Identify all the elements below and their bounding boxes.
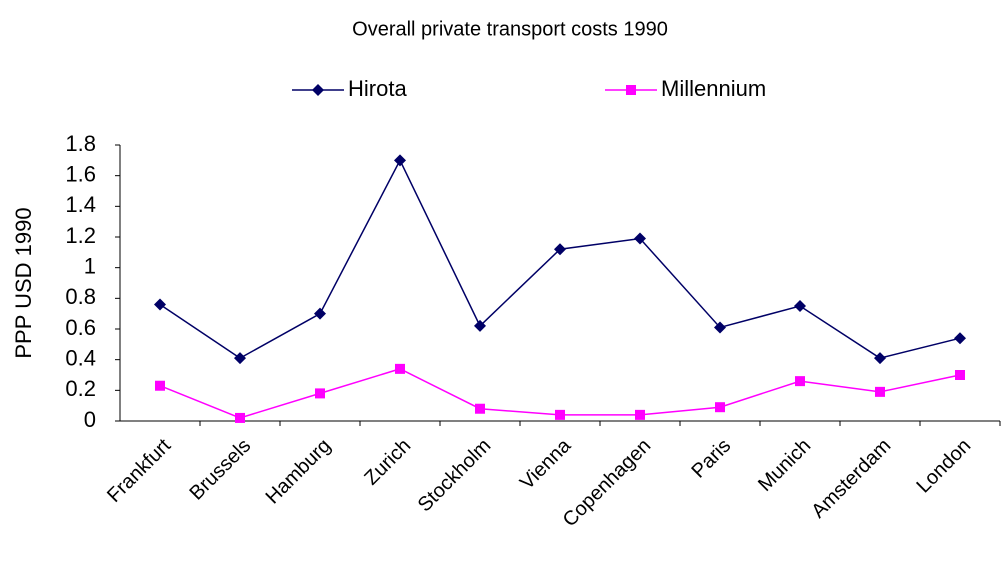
marker <box>554 243 566 256</box>
x-tick-label: Paris <box>687 435 735 483</box>
marker <box>395 363 405 374</box>
marker <box>155 380 165 391</box>
y-tick-label: 1.6 <box>65 161 96 186</box>
marker <box>315 388 325 399</box>
marker <box>795 376 805 387</box>
x-tick-label: Frankfurt <box>103 434 175 506</box>
marker <box>794 300 806 312</box>
marker <box>312 84 324 96</box>
x-tick-label: Stockholm <box>414 435 496 517</box>
y-tick-label: 0 <box>84 407 96 432</box>
marker <box>154 298 166 311</box>
y-tick-label: 0.8 <box>65 284 96 309</box>
marker <box>714 321 726 334</box>
y-tick-label: 1.2 <box>65 223 96 248</box>
marker <box>474 319 486 332</box>
marker <box>635 409 645 420</box>
marker <box>475 403 485 414</box>
marker <box>234 352 246 365</box>
x-tick-label: London <box>913 435 976 498</box>
legend-label: Hirota <box>348 76 407 101</box>
x-tick-label: Hamburg <box>262 435 336 509</box>
legend-label: Millennium <box>661 76 766 101</box>
marker <box>715 402 725 413</box>
marker <box>875 386 885 397</box>
series-line <box>159 158 961 360</box>
marker <box>555 409 565 420</box>
marker <box>235 412 245 423</box>
x-tick-label: Zurich <box>360 435 415 490</box>
x-tick-label: Brussels <box>185 435 255 505</box>
marker <box>874 352 886 365</box>
y-tick-label: 1.4 <box>65 192 96 217</box>
y-tick-label: 1 <box>84 253 96 278</box>
x-tick-label: Vienna <box>516 434 576 494</box>
marker <box>626 85 636 95</box>
marker <box>634 232 646 245</box>
marker <box>394 154 406 167</box>
x-tick-label: Amsterdam <box>807 435 895 523</box>
marker <box>314 307 326 320</box>
x-tick-label: Munich <box>754 435 815 496</box>
y-axis-label: PPP USD 1990 <box>11 207 36 358</box>
y-tick-label: 0.2 <box>65 376 96 401</box>
chart-title: Overall private transport costs 1990 <box>352 18 668 40</box>
y-tick-label: 1.8 <box>65 131 96 156</box>
marker <box>955 370 965 380</box>
marker <box>954 332 966 345</box>
y-tick-label: 0.6 <box>65 315 96 340</box>
y-tick-label: 0.4 <box>65 345 96 370</box>
